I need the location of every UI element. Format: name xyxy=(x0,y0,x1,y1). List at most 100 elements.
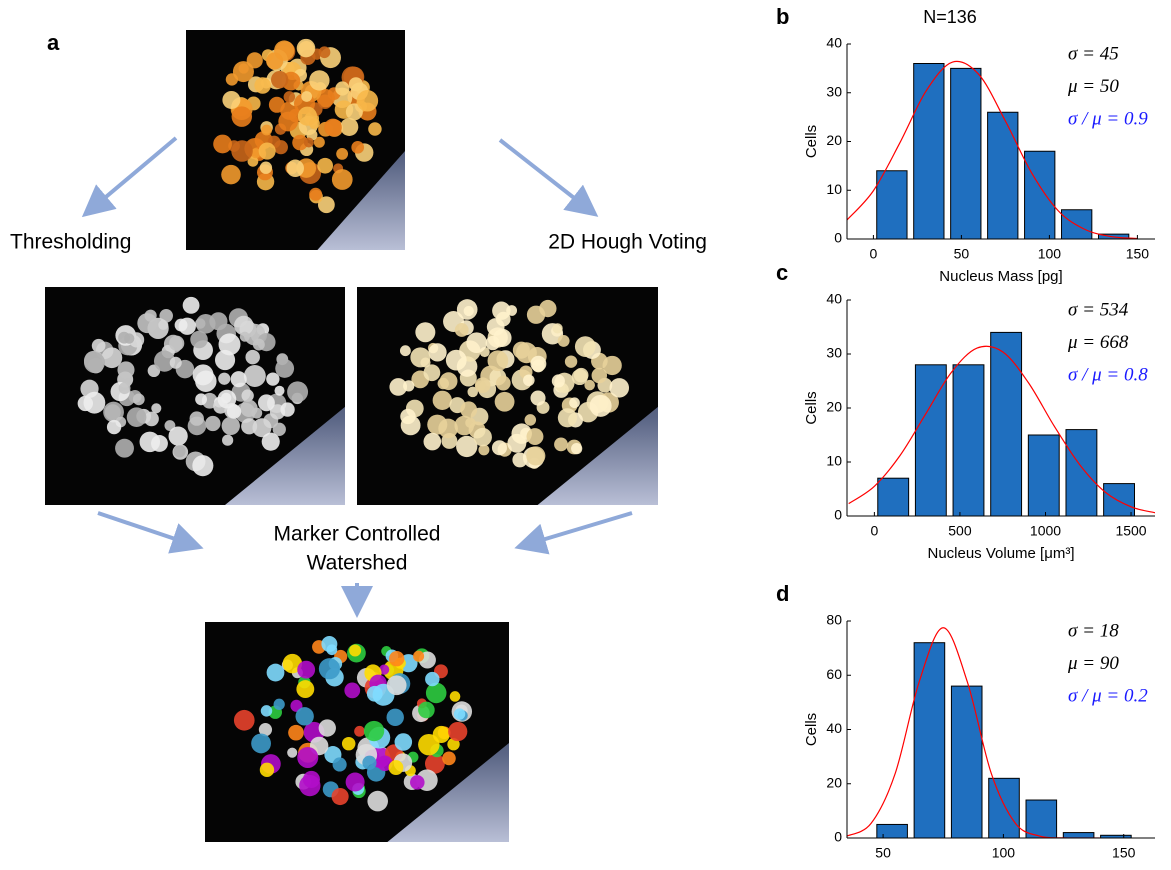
nucleus xyxy=(173,445,185,457)
nucleus xyxy=(389,651,404,666)
bar xyxy=(951,68,981,239)
nucleus xyxy=(258,394,275,411)
stat-annotation: σ / μ = 0.8 xyxy=(1068,364,1148,385)
bar xyxy=(989,778,1020,838)
nucleus xyxy=(552,323,562,333)
nucleus xyxy=(78,396,93,411)
bar xyxy=(914,64,944,240)
chart-title: N=136 xyxy=(923,7,977,27)
nucleus xyxy=(196,314,216,334)
y-tick-label: 30 xyxy=(826,345,842,361)
nucleus xyxy=(335,81,349,95)
nucleus xyxy=(418,734,439,755)
arrow xyxy=(522,513,632,546)
nucleus xyxy=(466,332,487,353)
nucleus xyxy=(448,722,467,741)
nucleus xyxy=(346,772,365,791)
nucleus xyxy=(349,77,363,91)
nucleus xyxy=(387,675,407,695)
nucleus xyxy=(254,77,271,94)
step-label: Watershed xyxy=(307,552,408,575)
x-tick-label: 100 xyxy=(992,845,1016,861)
nucleus xyxy=(460,401,477,418)
nucleus xyxy=(269,97,285,113)
nucleus xyxy=(473,428,491,446)
nucleus xyxy=(259,143,276,160)
stat-annotation: σ = 18 xyxy=(1068,620,1119,641)
nucleus xyxy=(190,411,204,425)
y-tick-label: 0 xyxy=(834,829,842,845)
y-tick-label: 40 xyxy=(826,291,842,307)
microscopy-image xyxy=(186,30,405,250)
nucleus xyxy=(127,407,147,427)
nucleus xyxy=(222,91,240,109)
nucleus xyxy=(271,71,288,88)
nucleus xyxy=(137,313,157,333)
bar xyxy=(1026,800,1057,838)
y-tick-label: 0 xyxy=(834,230,842,246)
nucleus xyxy=(415,322,435,342)
panel-label: a xyxy=(47,30,60,55)
nucleus xyxy=(552,374,565,387)
nucleus xyxy=(144,412,159,427)
nucleus xyxy=(575,336,596,357)
y-axis-label: Cells xyxy=(803,713,820,746)
nucleus xyxy=(569,397,580,408)
y-tick-label: 20 xyxy=(826,132,842,148)
nucleus xyxy=(525,414,537,426)
nucleus xyxy=(558,408,577,427)
nucleus xyxy=(464,306,474,316)
nucleus xyxy=(418,702,435,719)
nucleus xyxy=(297,747,318,768)
nucleus xyxy=(333,757,347,771)
stat-annotation: μ = 668 xyxy=(1067,332,1129,353)
nucleus xyxy=(192,455,213,476)
step-label: Marker Controlled xyxy=(274,523,441,546)
nucleus xyxy=(387,709,404,726)
nucleus xyxy=(428,343,446,361)
nucleus xyxy=(297,661,315,679)
nucleus xyxy=(609,378,629,398)
x-tick-label: 1000 xyxy=(1030,523,1061,539)
bar xyxy=(1104,484,1135,516)
nucleus xyxy=(261,125,272,136)
stat-annotation: μ = 90 xyxy=(1067,653,1119,674)
x-tick-label: 0 xyxy=(870,523,878,539)
y-axis-label: Cells xyxy=(803,125,820,158)
microscopy-image xyxy=(45,287,345,505)
nucleus xyxy=(240,332,250,342)
bar xyxy=(953,365,984,516)
nucleus xyxy=(440,372,458,390)
nucleus xyxy=(304,137,314,147)
nucleus xyxy=(389,760,404,775)
nucleus xyxy=(213,135,232,154)
panel-label: b xyxy=(776,4,789,29)
nucleus xyxy=(301,91,312,102)
y-tick-label: 40 xyxy=(826,720,842,736)
nucleus xyxy=(400,345,411,356)
x-tick-label: 1500 xyxy=(1115,523,1146,539)
nucleus xyxy=(169,426,188,445)
stat-annotation: μ = 50 xyxy=(1067,76,1119,97)
nucleus xyxy=(287,160,304,177)
nucleus xyxy=(475,380,485,390)
nucleus xyxy=(446,350,467,371)
nucleus xyxy=(357,90,378,111)
nucleus xyxy=(195,393,207,405)
nucleus xyxy=(492,440,507,455)
x-tick-label: 50 xyxy=(875,845,891,861)
nucleus xyxy=(303,771,320,788)
nucleus xyxy=(115,439,134,458)
nucleus xyxy=(309,188,322,201)
nucleus xyxy=(274,699,285,710)
scale-bar-label: 10 μm xyxy=(426,160,456,190)
y-tick-label: 10 xyxy=(826,453,842,469)
nucleus xyxy=(362,756,376,770)
nucleus xyxy=(183,297,200,314)
nucleus xyxy=(425,672,439,686)
nucleus xyxy=(336,148,348,160)
nucleus xyxy=(317,158,333,174)
nucleus xyxy=(319,658,340,679)
nucleus xyxy=(241,418,257,434)
y-tick-label: 0 xyxy=(834,507,842,523)
